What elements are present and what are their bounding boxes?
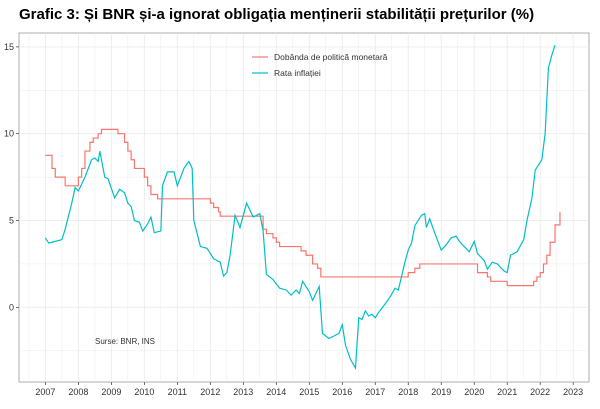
legend-label-1: Rata inflației bbox=[274, 68, 321, 78]
series-lines bbox=[44, 44, 561, 371]
y-tick-label: 5 bbox=[9, 216, 14, 226]
x-tick-label: 2010 bbox=[134, 387, 154, 397]
x-tick-label: 2022 bbox=[530, 387, 550, 397]
y-tick-label: 10 bbox=[4, 129, 14, 139]
x-tick-label: 2020 bbox=[464, 387, 484, 397]
legend-label-0: Dobânda de politică monetară bbox=[274, 52, 388, 62]
x-tick-label: 2011 bbox=[168, 387, 187, 397]
series-line-0 bbox=[45, 128, 561, 287]
chart-title: Grafic 3: Și BNR și-a ignorat obligația … bbox=[19, 6, 535, 23]
axes: 2007 2008 2009 2010 2011 2012 2013 2014 2015 2016… bbox=[4, 42, 583, 397]
plot-panel bbox=[18, 32, 590, 383]
x-tick-label: 2015 bbox=[299, 387, 319, 397]
grid bbox=[18, 32, 590, 383]
x-tick-label: 2014 bbox=[266, 387, 286, 397]
x-tick-label: 2012 bbox=[200, 387, 220, 397]
x-tick-label: 2019 bbox=[431, 387, 451, 397]
x-tick-label: 2013 bbox=[233, 387, 253, 397]
x-tick-label: 2023 bbox=[563, 387, 583, 397]
x-tick-label: 2021 bbox=[497, 387, 517, 397]
series-line-1 bbox=[44, 44, 556, 371]
y-tick-label: 15 bbox=[4, 42, 14, 52]
y-tick-label: 0 bbox=[9, 302, 14, 312]
x-tick-label: 2016 bbox=[332, 387, 352, 397]
x-tick-label: 2009 bbox=[101, 387, 121, 397]
legend: Dobânda de politică monetară Rata inflați… bbox=[252, 52, 388, 78]
x-tick-label: 2018 bbox=[398, 387, 418, 397]
source-annotation: Surse: BNR, INS bbox=[95, 337, 155, 346]
x-tick-label: 2007 bbox=[35, 387, 55, 397]
x-tick-label: 2008 bbox=[68, 387, 88, 397]
x-tick-label: 2017 bbox=[365, 387, 385, 397]
